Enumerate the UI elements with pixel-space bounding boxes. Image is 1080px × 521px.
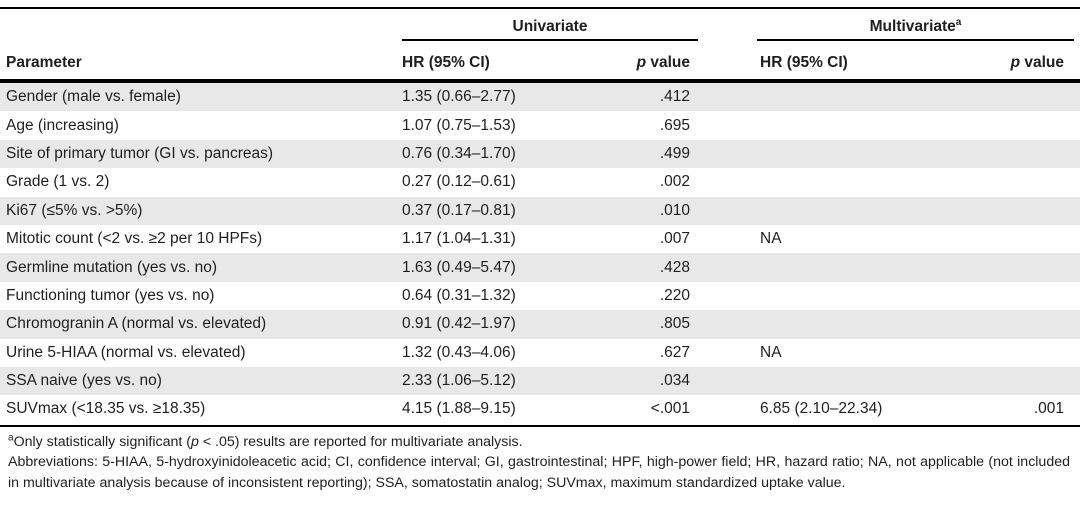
parameter-cell: Germline mutation (yes vs. no) — [6, 258, 218, 276]
table-top-rule — [0, 7, 1080, 9]
univariate-pvalue-cell: .002 — [659, 173, 690, 191]
univariate-hr-cell: 0.37 (0.17–0.81) — [402, 201, 516, 219]
p-value-word: value — [646, 54, 690, 71]
univariate-hr-cell: 0.91 (0.42–1.97) — [402, 315, 516, 333]
column-header-univariate-hr: HR (95% CI) — [402, 54, 490, 71]
p-symbol: p — [636, 54, 647, 71]
table-row: Germline mutation (yes vs. no) 1.63 (0.4… — [0, 253, 1080, 282]
multivariate-footnote-marker: a — [955, 16, 962, 28]
table-row: SSA naive (yes vs. no) 2.33 (1.06–5.12) … — [0, 366, 1080, 396]
multivariate-hr-cell: NA — [760, 230, 782, 248]
table-row: Functioning tumor (yes vs. no) 0.64 (0.3… — [0, 282, 1080, 310]
footnote-separator-rule — [0, 424, 1080, 427]
univariate-hr-cell: 2.33 (1.06–5.12) — [402, 372, 516, 390]
univariate-pvalue-cell: .220 — [659, 286, 690, 304]
univariate-hr-cell: 1.32 (0.43–4.06) — [402, 343, 516, 361]
univariate-pvalue-cell: .007 — [659, 230, 690, 248]
footnote-a: aOnly statistically significant (p < .05… — [8, 432, 1070, 453]
parameter-cell: Chromogranin A (normal vs. elevated) — [6, 315, 267, 333]
table-body: Gender (male vs. female) 1.35 (0.66–2.77… — [0, 83, 1080, 424]
table-row: Mitotic count (<2 vs. ≥2 per 10 HPFs) 1.… — [0, 225, 1080, 253]
multivariate-hr-cell: NA — [760, 343, 782, 361]
table-row: Urine 5-HIAA (normal vs. elevated) 1.32 … — [0, 339, 1080, 367]
parameter-cell: Urine 5-HIAA (normal vs. elevated) — [6, 343, 246, 361]
footnote-a-text-post: < .05) results are reported for multivar… — [198, 433, 523, 450]
table-row: Site of primary tumor (GI vs. pancreas) … — [0, 139, 1080, 169]
parameter-cell: Site of primary tumor (GI vs. pancreas) — [6, 144, 274, 162]
univariate-hr-cell: 0.27 (0.12–0.61) — [402, 173, 516, 191]
univariate-hr-cell: 0.76 (0.34–1.70) — [402, 144, 516, 162]
univariate-hr-cell: 0.64 (0.31–1.32) — [402, 286, 516, 304]
group-header-row: Univariate Multivariatea — [0, 9, 1080, 41]
table-row: SUVmax (<18.35 vs. ≥18.35) 4.15 (1.88–9.… — [0, 395, 1080, 423]
column-header-multivariate-pvalue: p value — [925, 54, 1080, 79]
parameter-cell: SSA naive (yes vs. no) — [6, 372, 162, 390]
parameter-cell: Functioning tumor (yes vs. no) — [6, 286, 215, 304]
column-header-multivariate-hr: HR (95% CI) — [760, 54, 848, 71]
parameter-cell: Age (increasing) — [6, 116, 119, 134]
univariate-hr-cell: 1.07 (0.75–1.53) — [402, 116, 516, 134]
univariate-pvalue-cell: .695 — [659, 116, 690, 134]
parameter-cell: Gender (male vs. female) — [6, 88, 181, 106]
univariate-pvalue-cell: <.001 — [650, 400, 690, 418]
table-row: Chromogranin A (normal vs. elevated) 0.9… — [0, 310, 1080, 339]
statistics-table: Univariate Multivariatea Parameter HR (9… — [0, 7, 1080, 494]
univariate-pvalue-cell: .010 — [659, 201, 690, 219]
column-header-parameter: Parameter — [6, 54, 82, 71]
parameter-cell: Grade (1 vs. 2) — [6, 173, 110, 191]
univariate-pvalue-cell: .428 — [659, 258, 690, 276]
header-separator-rule — [0, 79, 1080, 83]
univariate-label: Univariate — [512, 18, 588, 35]
univariate-hr-cell: 1.35 (0.66–2.77) — [402, 88, 516, 106]
group-header-multivariate: Multivariatea — [757, 16, 1074, 41]
univariate-pvalue-cell: .499 — [659, 144, 690, 162]
p-value-word: value — [1020, 54, 1064, 71]
univariate-pvalue-cell: .412 — [659, 88, 690, 106]
multivariate-label: Multivariate — [869, 18, 956, 35]
column-header-row: Parameter HR (95% CI) p value HR (95% CI… — [0, 41, 1080, 79]
univariate-hr-cell: 1.63 (0.49–5.47) — [402, 258, 516, 276]
footnote-a-marker: a — [8, 431, 14, 443]
table-row: Gender (male vs. female) 1.35 (0.66–2.77… — [0, 83, 1080, 112]
univariate-pvalue-cell: .034 — [659, 372, 690, 390]
multivariate-pvalue-cell: .001 — [1033, 400, 1064, 418]
table-row: Age (increasing) 1.07 (0.75–1.53) .695 — [0, 111, 1080, 139]
footnote-a-text-pre: Only statistically significant ( — [13, 433, 191, 450]
parameter-cell: Mitotic count (<2 vs. ≥2 per 10 HPFs) — [6, 230, 263, 248]
abbreviations-note: Abbreviations: 5-HIAA, 5-hydroxyinidolea… — [8, 454, 1070, 491]
column-gap — [698, 72, 757, 79]
table-row: Grade (1 vs. 2) 0.27 (0.12–0.61) .002 — [0, 168, 1080, 196]
p-symbol: p — [190, 433, 199, 450]
multivariate-hr-cell: 6.85 (2.10–22.34) — [760, 400, 883, 418]
univariate-hr-cell: 4.15 (1.88–9.15) — [402, 400, 516, 418]
parameter-cell: SUVmax (<18.35 vs. ≥18.35) — [6, 400, 206, 418]
parameter-cell: Ki67 (≤5% vs. >5%) — [6, 201, 143, 219]
univariate-pvalue-cell: .627 — [659, 343, 690, 361]
table-row: Ki67 (≤5% vs. >5%) 0.37 (0.17–0.81) .010 — [0, 196, 1080, 225]
univariate-pvalue-cell: .805 — [659, 315, 690, 333]
column-header-univariate-pvalue: p value — [562, 54, 698, 79]
p-symbol: p — [1010, 54, 1021, 71]
univariate-hr-cell: 1.17 (1.04–1.31) — [402, 230, 516, 248]
footnotes: aOnly statistically significant (p < .05… — [0, 427, 1080, 494]
group-header-univariate: Univariate — [402, 18, 698, 41]
